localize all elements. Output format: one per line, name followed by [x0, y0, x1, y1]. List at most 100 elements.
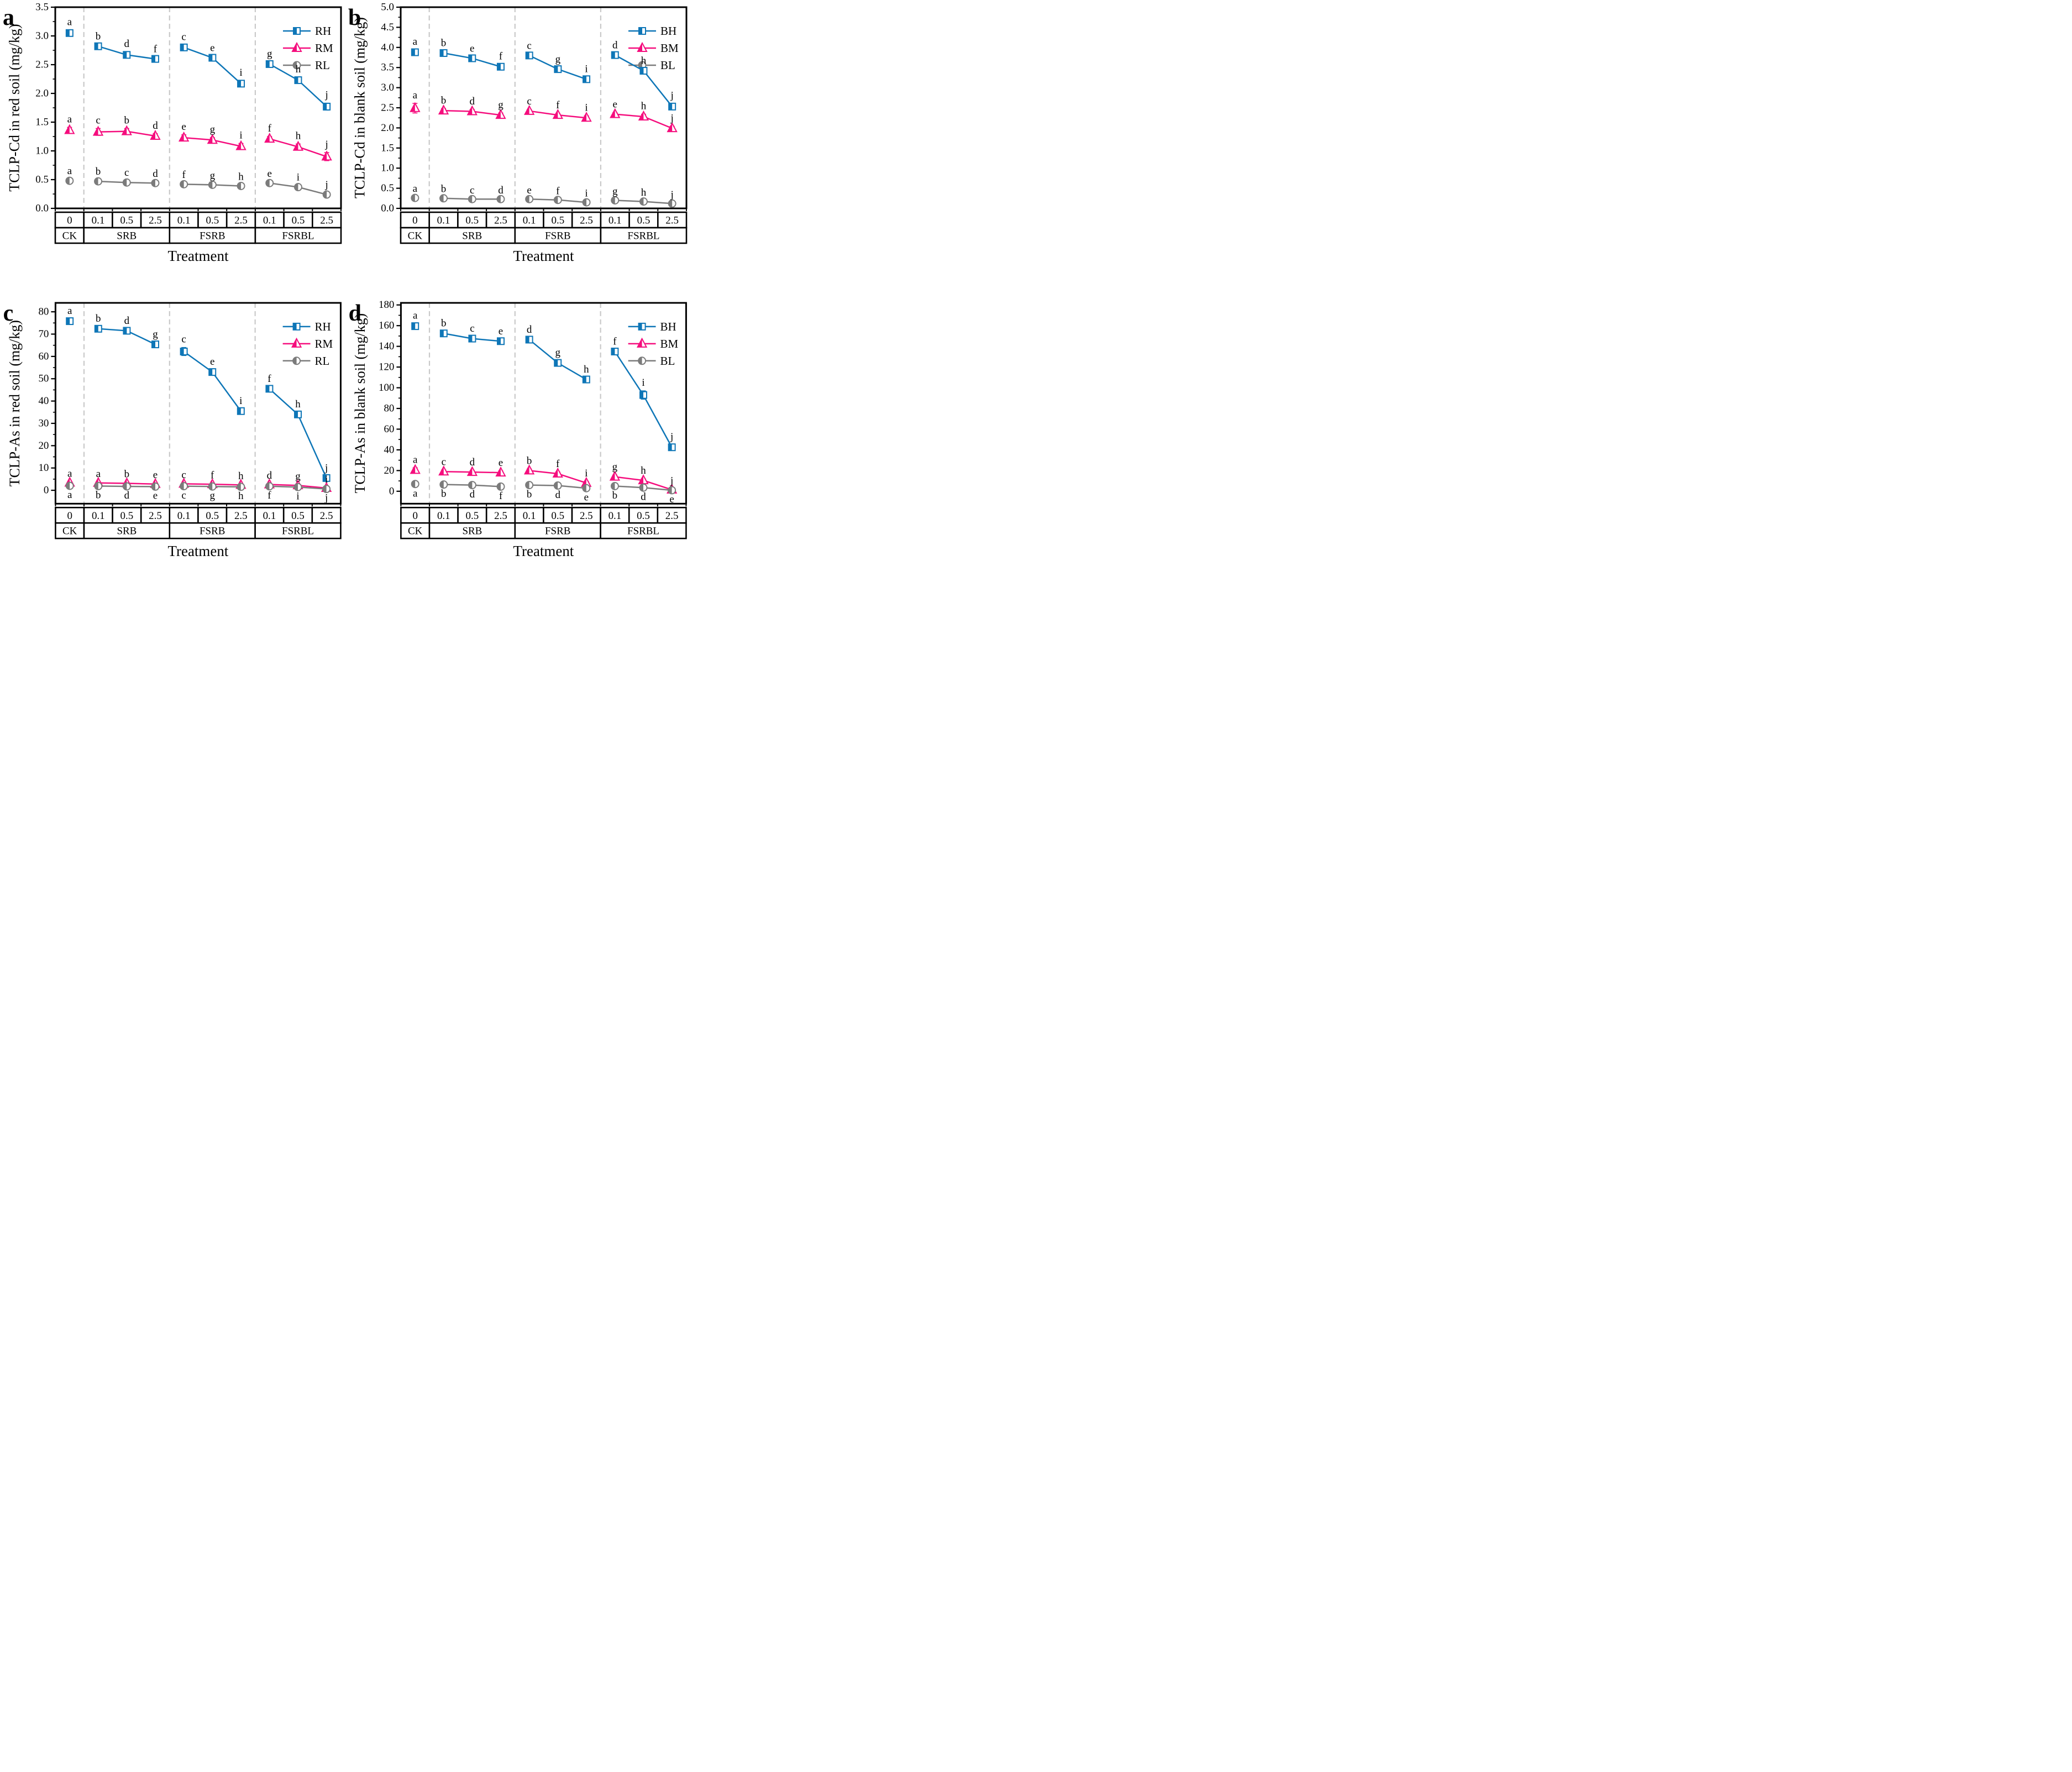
- sig-letter: b: [441, 488, 446, 500]
- dose-cell-label: 0.5: [551, 215, 564, 227]
- panel-a-series-RH: a b d f c e i g h j: [65, 17, 331, 111]
- dose-cell-label: 0: [67, 510, 72, 522]
- sig-letter: g: [498, 99, 503, 111]
- panel-a-legend: RH RM RL: [283, 24, 333, 72]
- y-tick-label: 2.0: [35, 88, 49, 99]
- y-tick-label: 0.0: [35, 203, 49, 214]
- panel-d-x-axis-title: Treatment: [513, 543, 574, 559]
- dose-cell-label: 0.1: [92, 510, 105, 522]
- sig-letter: f: [267, 490, 271, 501]
- panel-c: 0 10 20 30 40 50 60 70 80 TCLP-As in red soil (mg…: [0, 296, 345, 591]
- group-cell-label: FSRB: [200, 526, 225, 537]
- sig-letter: a: [413, 488, 418, 500]
- panel-b-plot-border: [400, 6, 688, 209]
- dose-cell-label: 0.1: [177, 215, 191, 227]
- group-cell-label: FSRBL: [282, 230, 314, 242]
- sig-letter: c: [527, 96, 531, 107]
- sig-letter: g: [555, 54, 561, 65]
- sig-letter: j: [325, 139, 328, 150]
- sig-letter: i: [585, 64, 587, 75]
- dose-cell-label: 0.1: [609, 510, 622, 522]
- panel-a: 0.0 0.5 1.0 1.5 2.0 2.5 3.0 3.5 TCLP-Cd in red s…: [0, 0, 345, 296]
- sig-letter: i: [297, 171, 300, 183]
- sig-letter: d: [470, 457, 475, 468]
- sig-letter: f: [613, 336, 617, 348]
- sig-letter: a: [67, 165, 72, 177]
- panel-b-y-axis-title: TCLP-Cd in blank soil (mg/kg): [352, 17, 368, 198]
- sig-letter: b: [441, 95, 447, 106]
- panel-d-series-BH: a b c e d g h f i j: [411, 310, 676, 452]
- y-tick-label: 10: [38, 462, 49, 474]
- y-tick-label: 0.5: [381, 182, 394, 194]
- y-tick-label: 3.5: [35, 2, 49, 13]
- sig-letter: d: [470, 96, 475, 107]
- sig-letter: c: [181, 334, 186, 345]
- dose-cell-label: 2.5: [320, 215, 333, 227]
- sig-letter: i: [585, 188, 587, 200]
- y-tick-label: 4.0: [381, 41, 394, 53]
- y-tick-label: 4.5: [381, 22, 394, 33]
- legend-label-BL: BL: [660, 59, 675, 72]
- sig-letter: b: [527, 489, 532, 500]
- legend-label-RH: RH: [315, 24, 331, 38]
- sig-letter: c: [181, 32, 186, 43]
- panel-a-plot-border: [54, 6, 342, 209]
- group-cell-label: SRB: [117, 230, 137, 242]
- sig-letter: b: [441, 184, 447, 195]
- sig-letter: e: [267, 168, 272, 180]
- panel-a-y-axis-title: TCLP-Cd in red soil (mg/kg): [7, 24, 23, 191]
- panel-d-y-axis: 0 20 40 60 80 100 120 140 160 180: [379, 299, 687, 507]
- y-tick-label: 3.0: [381, 82, 394, 93]
- sig-letter: c: [181, 490, 186, 501]
- sig-letter: h: [641, 101, 647, 112]
- panel-b-x-axis-title: Treatment: [513, 248, 574, 264]
- sig-letter: j: [325, 90, 328, 101]
- dose-cell-label: 0.1: [609, 215, 622, 227]
- sig-letter: g: [267, 48, 272, 60]
- y-tick-label: 140: [379, 340, 394, 352]
- sig-letter: e: [153, 490, 158, 502]
- sig-letter: e: [181, 121, 186, 133]
- panel-b-legend: BH BM BL: [628, 24, 679, 72]
- sig-letter: e: [499, 457, 503, 469]
- dose-cell-label: 2.5: [665, 215, 679, 227]
- y-tick-label: 60: [38, 350, 49, 362]
- panel-d-chart: 0 20 40 60 80 100 120 140 160 180 TCLP-As in blank…: [349, 299, 687, 559]
- sig-letter: d: [612, 40, 618, 51]
- y-tick-label: 3.5: [381, 62, 394, 74]
- panel-d-y-axis-title: TCLP-As in blank soil (mg/kg): [352, 313, 368, 494]
- sig-letter: j: [670, 431, 673, 443]
- sig-letter: g: [153, 328, 158, 340]
- y-tick-label: 0.5: [35, 174, 49, 186]
- y-tick-label: 120: [379, 361, 394, 373]
- panel-b: 0.0 0.5 1.0 1.5 2.0 2.5 3.0 3.5 4.0 4.5 5.0 TCLP-Cd…: [345, 0, 691, 296]
- y-tick-label: 0: [44, 485, 49, 496]
- sig-letter: h: [296, 130, 301, 142]
- legend-label-RL: RL: [315, 354, 330, 368]
- y-tick-label: 30: [38, 417, 49, 429]
- panel-c-plot-border: [54, 302, 342, 505]
- sig-letter: a: [413, 310, 418, 321]
- sig-letter: b: [96, 31, 101, 43]
- sig-letter: i: [585, 102, 587, 114]
- dose-cell-label: 2.5: [580, 215, 593, 227]
- panel-a-treatment-table: 0 0.1 0.5 2.5 0.1 0.5 2.5 0.1 0.5 2.5 CK SRB FSRB FSR…: [54, 211, 342, 244]
- y-tick-label: 100: [379, 382, 394, 394]
- panel-c-y-axis-title: TCLP-As in red soil (mg/kg): [7, 320, 23, 486]
- y-tick-label: 2.5: [381, 102, 394, 114]
- group-cell-label: SRB: [462, 526, 482, 537]
- group-cell-label: FSRBL: [627, 526, 659, 537]
- y-tick-label: 160: [379, 320, 394, 332]
- sig-letter: d: [470, 489, 475, 500]
- panel-b-group-separators: [428, 7, 601, 208]
- y-tick-label: 40: [384, 444, 394, 455]
- dose-cell-label: 2.5: [149, 215, 162, 227]
- legend-label-BH: BH: [660, 24, 676, 38]
- legend-label-RM: RM: [315, 337, 333, 350]
- sig-letter: j: [324, 492, 328, 504]
- sig-letter: j: [670, 475, 673, 487]
- y-tick-label: 5.0: [381, 2, 394, 13]
